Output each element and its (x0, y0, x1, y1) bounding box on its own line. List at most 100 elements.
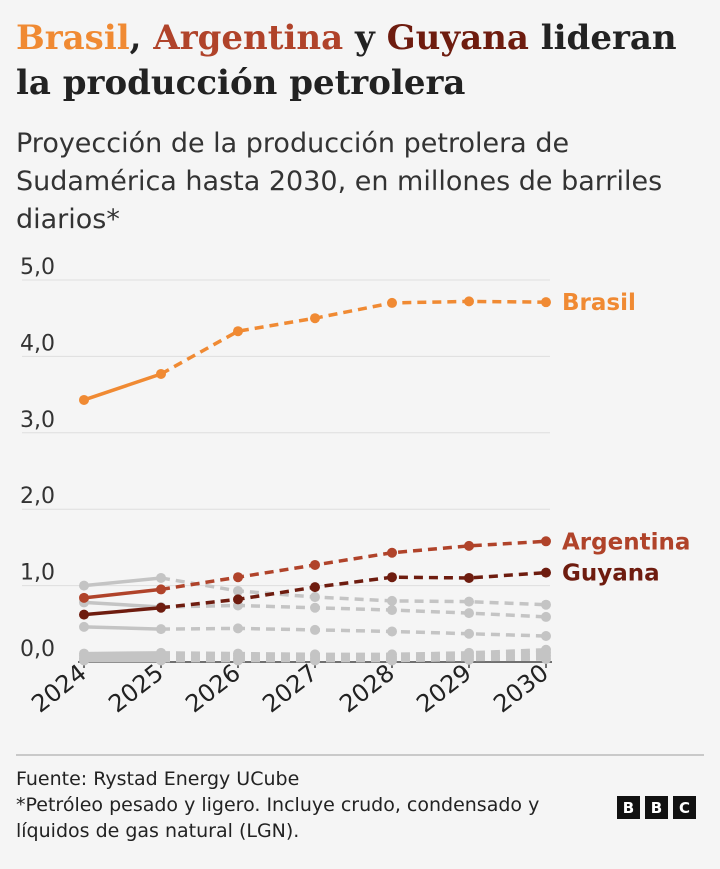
data-point-argentina (233, 572, 243, 583)
data-point-guyana (464, 572, 474, 583)
data-point-other-9 (79, 655, 89, 666)
data-point-other-5 (464, 628, 474, 639)
series-line-solid-brasil (83, 372, 162, 402)
data-point-brasil (310, 313, 320, 324)
series-line-solid-other-6 (83, 651, 162, 656)
series-line-dashed-argentina (160, 539, 547, 592)
series-line-dashed-other-4 (160, 603, 547, 619)
data-point-guyana (79, 609, 89, 620)
data-point-other-5 (156, 624, 166, 635)
data-point-guyana (541, 567, 551, 578)
chart-title: Brasil, Argentina y Guyana lideran la pr… (16, 16, 706, 106)
data-point-other-9 (233, 655, 243, 666)
series-line-solid-other-8 (83, 655, 162, 660)
x-tick-label: 2027 (257, 659, 322, 719)
data-point-other-3 (310, 592, 320, 603)
series-line-dashed-other-3 (160, 576, 547, 607)
data-point-other-9 (387, 655, 397, 666)
bbc-logo-block-3: C (673, 796, 696, 819)
title-part: lideran la producción petrolera (16, 18, 677, 103)
title-part: Argentina (153, 18, 344, 58)
series-line-dashed-brasil (160, 299, 547, 376)
data-point-guyana (310, 582, 320, 593)
data-point-brasil (79, 394, 89, 405)
data-point-guyana (387, 572, 397, 583)
data-point-other-5 (233, 623, 243, 634)
y-tick-label: 4,0 (20, 331, 55, 356)
data-point-other-3 (541, 599, 551, 610)
y-tick-label: 2,0 (20, 484, 55, 509)
x-tick-label: 2029 (411, 659, 476, 719)
series-line-solid-other-5 (83, 625, 162, 631)
y-tick-label: 5,0 (20, 255, 55, 280)
footer-divider (16, 754, 704, 756)
data-point-other-5 (310, 624, 320, 635)
data-point-other-3 (233, 585, 243, 596)
series-line-solid-other-7 (83, 653, 162, 658)
data-point-other-4 (464, 608, 474, 619)
line-chart: 0,01,02,03,04,05,0 2024 2025 2026 2027 2028 2… (20, 255, 690, 719)
footnote: *Petróleo pesado y ligero. Incluye crudo… (16, 794, 540, 842)
title-part: Guyana (386, 18, 529, 58)
data-point-argentina (464, 540, 474, 551)
data-point-argentina (387, 547, 397, 558)
series-line-dashed-other-9 (161, 657, 547, 663)
data-point-other-4 (310, 602, 320, 613)
y-tick-label: 0,0 (20, 637, 55, 662)
data-point-argentina (79, 592, 89, 603)
chart-subtitle: Proyección de la producción petrolera de… (16, 128, 663, 235)
series-lines (79, 296, 551, 666)
data-point-brasil (387, 297, 397, 308)
series-line-dashed-other-8 (160, 654, 547, 660)
title-part: y (343, 18, 387, 58)
x-tick-label: 2028 (334, 659, 399, 719)
series-label-brasil: Brasil (562, 290, 636, 316)
title-part: , (129, 18, 154, 58)
data-point-argentina (310, 559, 320, 570)
data-point-other-9 (541, 653, 551, 664)
source-note: Fuente: Rystad Energy UCube (16, 768, 300, 790)
series-line-dashed-other-5 (160, 626, 547, 638)
data-point-brasil (464, 296, 474, 307)
x-tick-label: 2025 (103, 659, 168, 719)
series-line-solid-guyana (83, 606, 162, 617)
data-point-other-4 (387, 605, 397, 616)
gridlines (22, 279, 550, 587)
data-point-other-5 (79, 621, 89, 632)
bbc-logo-block-1: B (617, 796, 640, 819)
series-line-solid-argentina (83, 587, 162, 600)
series-line-solid-other-4 (83, 600, 162, 609)
data-point-other-4 (541, 611, 551, 622)
series-label-guyana: Guyana (562, 561, 660, 587)
data-point-other-5 (387, 626, 397, 637)
data-point-other-5 (541, 631, 551, 642)
data-point-brasil (233, 326, 243, 337)
data-point-other-3 (387, 595, 397, 606)
y-tick-label: 1,0 (20, 561, 55, 586)
data-point-other-9 (310, 655, 320, 666)
footer: Fuente: Rystad Energy UCube *Petróleo pe… (16, 766, 616, 844)
title-part: Brasil (16, 18, 130, 58)
series-line-dashed-guyana (160, 570, 547, 610)
data-point-brasil (156, 368, 166, 379)
series-line-solid-other-3 (83, 576, 162, 588)
data-point-other-3 (79, 580, 89, 591)
data-point-other-9 (464, 654, 474, 665)
x-tick-label: 2030 (488, 659, 553, 719)
x-tick-label: 2026 (180, 659, 245, 719)
data-point-guyana (233, 594, 243, 605)
data-point-other-3 (156, 572, 166, 583)
bbc-logo-block-2: B (645, 796, 668, 819)
data-point-other-3 (464, 596, 474, 607)
series-label-argentina: Argentina (562, 529, 690, 555)
bbc-logo: B B C (617, 796, 696, 819)
x-axis: 2024 2025 2026 2027 2028 2029 2030 (26, 659, 553, 719)
series-line-dashed-other-7 (160, 651, 547, 659)
series-labels: Brasil Argentina Guyana (562, 290, 690, 586)
data-point-argentina (541, 536, 551, 547)
y-tick-label: 3,0 (20, 408, 55, 433)
data-point-argentina (156, 584, 166, 595)
data-point-brasil (541, 297, 551, 308)
series-line-dashed-other-6 (160, 648, 547, 657)
x-tick-label: 2024 (26, 659, 91, 719)
